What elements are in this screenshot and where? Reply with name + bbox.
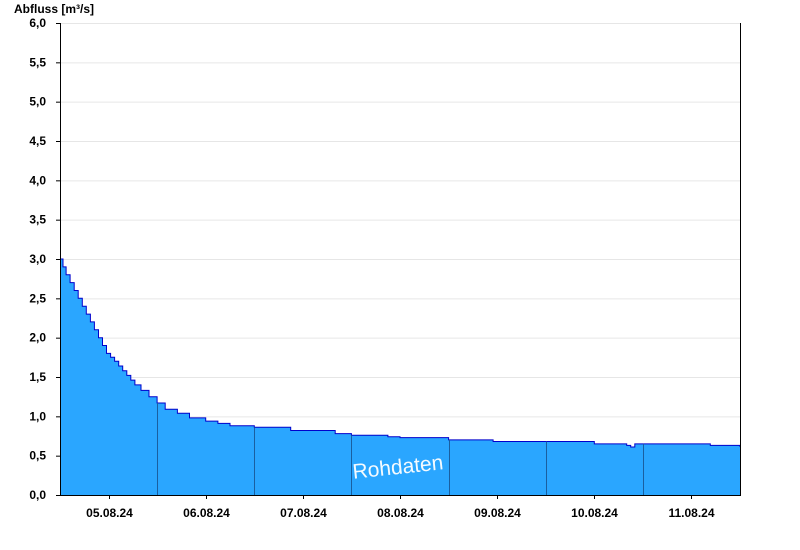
discharge-area — [60, 259, 740, 495]
y-tick-label: 1,0 — [29, 409, 46, 423]
y-tick-label: 5,0 — [29, 95, 46, 109]
y-tick-label: 2,5 — [29, 291, 46, 305]
y-tick-label: 4,0 — [29, 173, 46, 187]
x-tick-label: 07.08.24 — [280, 506, 327, 520]
axes — [56, 23, 741, 499]
day-dividers — [157, 402, 644, 495]
x-tick-label: 10.08.24 — [571, 506, 618, 520]
y-tick-labels: 0,0 0,5 1,0 1,5 2,0 2,5 3,0 3,5 4,0 4,5 5,0 5,5 6,0 — [29, 16, 46, 502]
grid-lines — [60, 23, 740, 457]
y-tick-label: 6,0 — [29, 16, 46, 30]
y-tick-label: 2,0 — [29, 331, 46, 345]
x-tick-label: 05.08.24 — [86, 506, 133, 520]
y-tick-label: 3,5 — [29, 213, 46, 227]
y-tick-label: 5,5 — [29, 55, 46, 69]
y-tick-label: 1,5 — [29, 370, 46, 384]
y-tick-label: 0,0 — [29, 488, 46, 502]
x-tick-label: 06.08.24 — [183, 506, 230, 520]
x-tick-labels: 05.08.24 06.08.24 07.08.24 08.08.24 09.08.24… — [86, 506, 715, 520]
discharge-line — [60, 258, 741, 448]
x-tick-label: 09.08.24 — [474, 506, 521, 520]
y-tick-label: 3,0 — [29, 252, 46, 266]
x-tick-label: 08.08.24 — [377, 506, 424, 520]
x-tick-label: 11.08.24 — [668, 506, 714, 520]
y-tick-label: 4,5 — [29, 134, 46, 148]
series-area — [60, 258, 741, 495]
y-tick-label: 0,5 — [29, 449, 46, 463]
y-axis-title: Abfluss [m³/s] — [14, 2, 94, 16]
